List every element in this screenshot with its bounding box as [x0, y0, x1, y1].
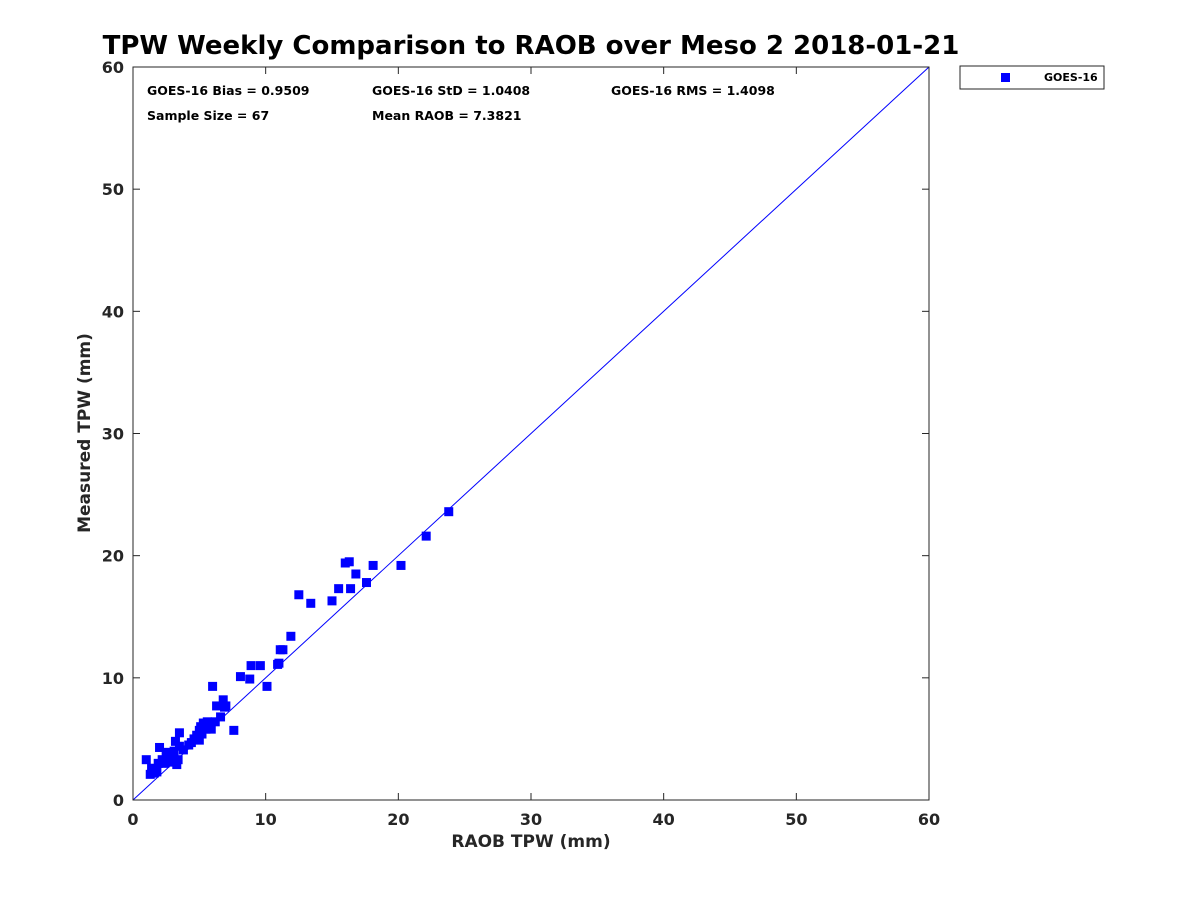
x-tick-label: 30 — [520, 810, 542, 829]
data-point — [218, 695, 228, 705]
data-point — [334, 584, 344, 594]
legend-box — [959, 65, 1105, 90]
data-point — [210, 717, 220, 727]
axis-ticks: 0 10 20 30 40 50 60 0 10 20 30 40 50 60 — [102, 58, 940, 829]
data-point — [197, 729, 207, 739]
x-tick-label: 0 — [127, 810, 138, 829]
data-point — [169, 746, 179, 756]
stat-sample-size: Sample Size = 67 — [147, 108, 269, 123]
legend-label-goes16: GOES-16 — [1044, 71, 1098, 84]
data-point — [141, 755, 151, 765]
data-point — [229, 725, 239, 735]
stat-mean-raob: Mean RAOB = 7.3821 — [372, 108, 521, 123]
plot-frame — [132, 66, 930, 801]
data-point — [200, 719, 210, 729]
x-tick-label: 50 — [785, 810, 807, 829]
x-tick-label: 40 — [653, 810, 675, 829]
data-point — [396, 560, 406, 570]
data-points — [141, 507, 454, 779]
data-point — [235, 672, 245, 682]
y-tick-label: 20 — [102, 547, 124, 566]
data-point — [147, 763, 157, 773]
data-point — [351, 569, 361, 579]
data-point — [192, 730, 202, 740]
data-point — [262, 681, 272, 691]
data-point — [294, 590, 304, 600]
data-point — [361, 578, 371, 588]
one-to-one-line — [132, 66, 930, 801]
data-point — [274, 658, 284, 668]
data-point — [368, 560, 378, 570]
stat-bias: GOES-16 Bias = 0.9509 — [147, 83, 309, 98]
data-point — [172, 760, 182, 770]
data-point — [168, 751, 178, 761]
reference-line-group — [132, 66, 930, 801]
stat-std: GOES-16 StD = 1.0408 — [372, 83, 530, 98]
data-point — [344, 557, 354, 567]
data-point — [255, 661, 265, 671]
data-point — [246, 661, 256, 671]
x-tick-label: 10 — [255, 810, 277, 829]
x-axis-label: RAOB TPW (mm) — [451, 832, 610, 852]
y-tick-label: 50 — [102, 180, 124, 199]
x-tick-label: 20 — [387, 810, 409, 829]
data-point — [152, 767, 162, 777]
y-tick-label: 10 — [102, 669, 124, 688]
data-point — [206, 724, 216, 734]
data-point — [184, 740, 194, 750]
data-point — [220, 702, 230, 712]
y-tick-label: 60 — [102, 58, 124, 77]
data-point — [327, 596, 337, 606]
data-point — [421, 531, 431, 541]
data-point — [444, 507, 454, 517]
y-tick-label: 30 — [102, 425, 124, 444]
y-tick-label: 0 — [113, 791, 124, 810]
y-axis-label: Measured TPW (mm) — [75, 333, 95, 533]
data-point — [216, 712, 226, 722]
legend-marker — [1001, 73, 1010, 82]
y-tick-label: 40 — [102, 302, 124, 321]
stat-rms: GOES-16 RMS = 1.4098 — [611, 83, 775, 98]
data-point — [346, 584, 356, 594]
data-point — [245, 674, 255, 684]
data-point — [178, 745, 188, 755]
data-point — [306, 598, 316, 608]
x-tick-label: 60 — [918, 810, 940, 829]
data-point — [174, 728, 184, 738]
data-point — [162, 752, 172, 762]
data-point — [170, 736, 180, 746]
chart-title: TPW Weekly Comparison to RAOB over Meso … — [103, 31, 960, 61]
data-point — [212, 701, 222, 711]
data-point — [278, 645, 288, 655]
data-point — [286, 631, 296, 641]
data-point — [194, 735, 204, 745]
data-point — [173, 755, 183, 765]
data-point — [155, 742, 165, 752]
legend: GOES-16 — [959, 65, 1105, 90]
data-point — [208, 681, 218, 691]
